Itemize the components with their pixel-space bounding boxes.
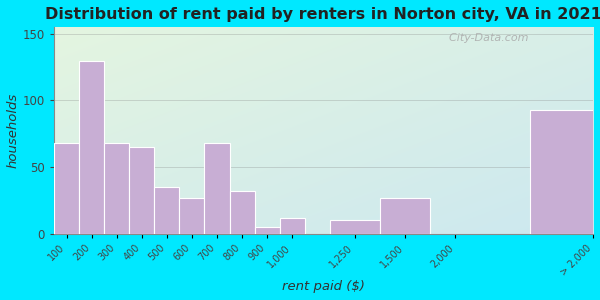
Bar — [179, 198, 205, 234]
Bar — [129, 147, 154, 234]
Bar — [154, 187, 179, 234]
Bar — [380, 198, 430, 234]
Bar — [104, 143, 129, 234]
X-axis label: rent paid ($): rent paid ($) — [282, 280, 365, 293]
Bar — [79, 61, 104, 234]
Bar — [280, 218, 305, 234]
Bar — [530, 110, 600, 234]
Title: Distribution of rent paid by renters in Norton city, VA in 2021: Distribution of rent paid by renters in … — [45, 7, 600, 22]
Bar — [205, 143, 230, 234]
Bar — [54, 143, 79, 234]
Bar — [230, 191, 254, 234]
Bar — [254, 227, 280, 234]
Bar — [330, 220, 380, 234]
Y-axis label: households: households — [7, 93, 20, 168]
Text: City-Data.com: City-Data.com — [442, 34, 529, 44]
